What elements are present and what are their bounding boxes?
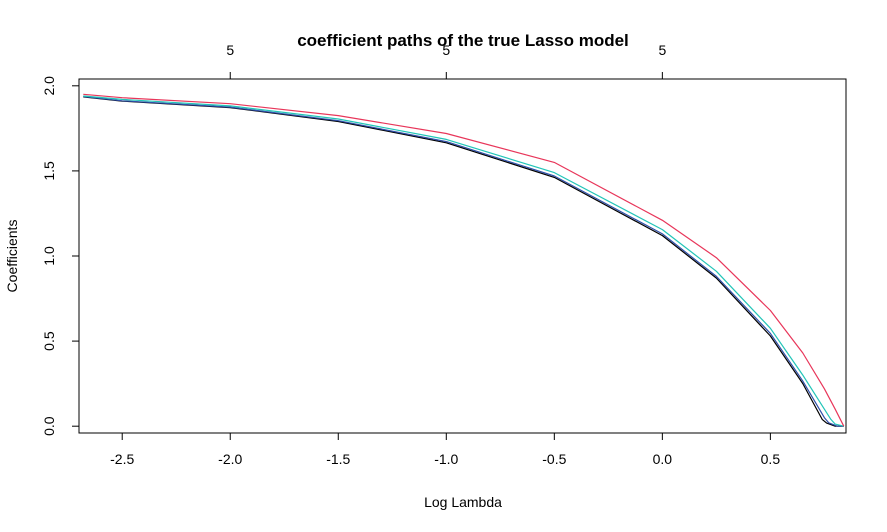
y-tick-label: 2.0 bbox=[41, 76, 57, 96]
y-tick-label: 0.5 bbox=[41, 331, 57, 351]
y-axis: 0.0 0.5 1.0 1.5 2.0 bbox=[41, 76, 80, 436]
y-tick-label: 1.0 bbox=[41, 246, 57, 266]
top-tick-label: 5 bbox=[226, 42, 234, 58]
x-tick-label: -1.5 bbox=[326, 451, 350, 467]
top-tick-label: 5 bbox=[442, 42, 450, 58]
x-tick-label: -0.5 bbox=[542, 451, 566, 467]
y-tick-label: 1.5 bbox=[41, 161, 57, 181]
x-axis: -2.5 -2.0 -1.5 -1.0 -0.5 0.0 0.5 bbox=[110, 432, 781, 467]
x-tick-label: 0.5 bbox=[761, 451, 781, 467]
series-layer bbox=[83, 93, 845, 427]
y-tick-label: 0.0 bbox=[41, 416, 57, 436]
coefficient-path-1 bbox=[83, 96, 844, 427]
x-tick-label: -2.5 bbox=[110, 451, 134, 467]
chart-title: coefficient paths of the true Lasso mode… bbox=[297, 31, 629, 50]
x-tick-label: 0.0 bbox=[653, 451, 673, 467]
x-axis-label: Log Lambda bbox=[424, 494, 502, 510]
x-tick-label: -1.0 bbox=[434, 451, 458, 467]
coefficient-path-2 bbox=[83, 95, 844, 427]
x-tick-label: -2.0 bbox=[218, 451, 242, 467]
coefficient-path-3 bbox=[83, 95, 844, 427]
top-axis: 5 5 5 bbox=[226, 42, 666, 80]
coefficient-path-4 bbox=[83, 93, 845, 427]
top-tick-label: 5 bbox=[658, 42, 666, 58]
y-axis-label: Coefficients bbox=[4, 220, 20, 293]
plot-frame bbox=[78, 78, 847, 434]
